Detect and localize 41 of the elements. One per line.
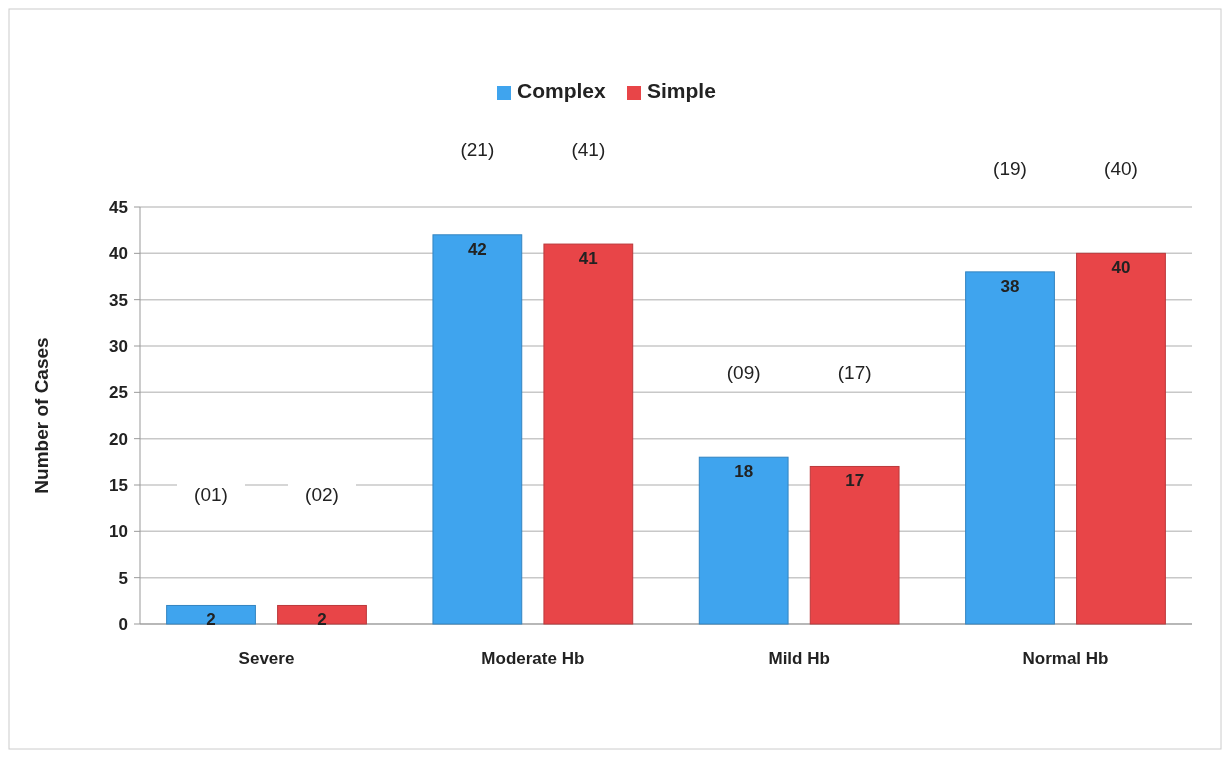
data-label: 2 bbox=[317, 610, 327, 630]
bar bbox=[543, 243, 634, 625]
text: (19) bbox=[993, 157, 1027, 179]
legend-label: Simple bbox=[647, 79, 716, 102]
y-tick-label: 35 bbox=[109, 290, 128, 310]
data-label: 17 bbox=[845, 471, 865, 491]
y-tick-label: 5 bbox=[118, 568, 128, 588]
annotation: (17) bbox=[837, 361, 872, 383]
bar bbox=[1076, 252, 1166, 625]
legend-label: Complex bbox=[517, 79, 607, 102]
text: (40) bbox=[1104, 157, 1138, 179]
text: (21) bbox=[460, 139, 495, 161]
x-tick-label: Moderate Hb bbox=[481, 649, 585, 668]
x-tick-label: Severe bbox=[238, 649, 295, 668]
y-tick-label: 25 bbox=[109, 383, 128, 403]
annotation: (01) bbox=[194, 483, 228, 505]
annotation: (02) bbox=[305, 483, 339, 505]
y-tick-label: 40 bbox=[109, 244, 128, 264]
data-label: 42 bbox=[467, 239, 487, 259]
data-label: 41 bbox=[578, 249, 598, 269]
text: (41) bbox=[571, 139, 606, 161]
bar bbox=[809, 465, 900, 625]
data-label: 38 bbox=[1000, 276, 1020, 296]
bar bbox=[965, 271, 1055, 625]
y-tick-label: 0 bbox=[118, 614, 128, 634]
x-tick-label: Mild Hb bbox=[768, 649, 830, 668]
y-axis-title: Number of Cases bbox=[31, 337, 52, 494]
y-tick-label: 30 bbox=[109, 336, 128, 356]
data-label: 18 bbox=[734, 462, 754, 482]
data-label: 40 bbox=[1111, 258, 1131, 278]
bar bbox=[698, 456, 789, 625]
bar bbox=[432, 234, 523, 625]
data-label: 2 bbox=[206, 610, 216, 630]
y-tick-label: 45 bbox=[109, 197, 128, 217]
y-tick-label: 20 bbox=[109, 429, 128, 449]
bar bbox=[166, 604, 256, 625]
y-tick-label: 10 bbox=[109, 522, 128, 542]
bar bbox=[277, 604, 367, 625]
x-tick-label: Normal Hb bbox=[1022, 649, 1109, 668]
annotation: (09) bbox=[726, 361, 761, 383]
y-tick-label: 15 bbox=[109, 475, 128, 495]
